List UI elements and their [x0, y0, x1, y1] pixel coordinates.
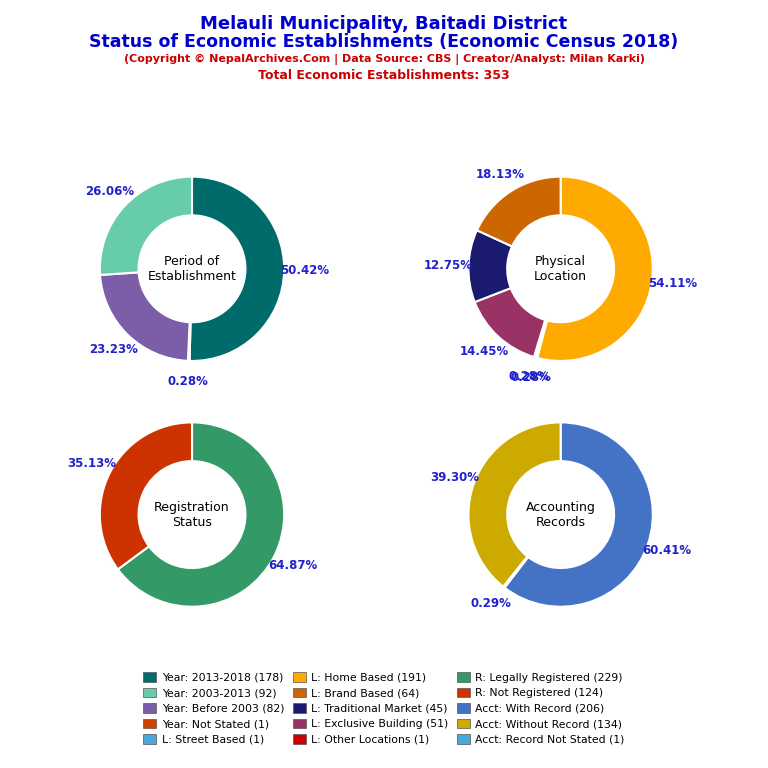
Wedge shape [475, 288, 545, 357]
Text: 64.87%: 64.87% [268, 558, 317, 571]
Wedge shape [505, 422, 653, 607]
Text: Accounting
Records: Accounting Records [526, 501, 595, 528]
Wedge shape [503, 556, 528, 588]
Text: 0.28%: 0.28% [508, 370, 549, 383]
Text: 39.30%: 39.30% [430, 471, 479, 484]
Text: Physical
Location: Physical Location [534, 255, 588, 283]
Text: Period of
Establishment: Period of Establishment [147, 255, 237, 283]
Legend: Year: 2013-2018 (178), Year: 2003-2013 (92), Year: Before 2003 (82), Year: Not S: Year: 2013-2018 (178), Year: 2003-2013 (… [140, 669, 628, 748]
Wedge shape [100, 422, 192, 569]
Text: 26.06%: 26.06% [85, 186, 134, 198]
Text: 35.13%: 35.13% [67, 458, 116, 471]
Text: Status of Economic Establishments (Economic Census 2018): Status of Economic Establishments (Econo… [89, 33, 679, 51]
Text: 0.29%: 0.29% [471, 597, 511, 610]
Text: 23.23%: 23.23% [89, 343, 137, 356]
Wedge shape [468, 422, 561, 587]
Wedge shape [535, 320, 547, 358]
Text: 54.11%: 54.11% [647, 276, 697, 290]
Text: 60.41%: 60.41% [643, 545, 692, 557]
Text: Melauli Municipality, Baitadi District: Melauli Municipality, Baitadi District [200, 15, 568, 33]
Text: 0.28%: 0.28% [511, 371, 551, 384]
Text: Registration
Status: Registration Status [154, 501, 230, 528]
Wedge shape [100, 273, 190, 361]
Text: 50.42%: 50.42% [280, 263, 329, 276]
Wedge shape [100, 177, 192, 275]
Wedge shape [118, 422, 284, 607]
Wedge shape [477, 177, 561, 247]
Text: 18.13%: 18.13% [475, 167, 525, 180]
Text: Total Economic Establishments: 353: Total Economic Establishments: 353 [258, 69, 510, 82]
Text: 12.75%: 12.75% [424, 259, 473, 272]
Text: (Copyright © NepalArchives.Com | Data Source: CBS | Creator/Analyst: Milan Karki: (Copyright © NepalArchives.Com | Data So… [124, 54, 644, 65]
Wedge shape [537, 177, 653, 361]
Text: 0.28%: 0.28% [167, 375, 208, 388]
Wedge shape [468, 230, 512, 302]
Wedge shape [190, 177, 284, 361]
Wedge shape [188, 323, 190, 361]
Text: 14.45%: 14.45% [459, 345, 509, 358]
Wedge shape [534, 320, 546, 357]
